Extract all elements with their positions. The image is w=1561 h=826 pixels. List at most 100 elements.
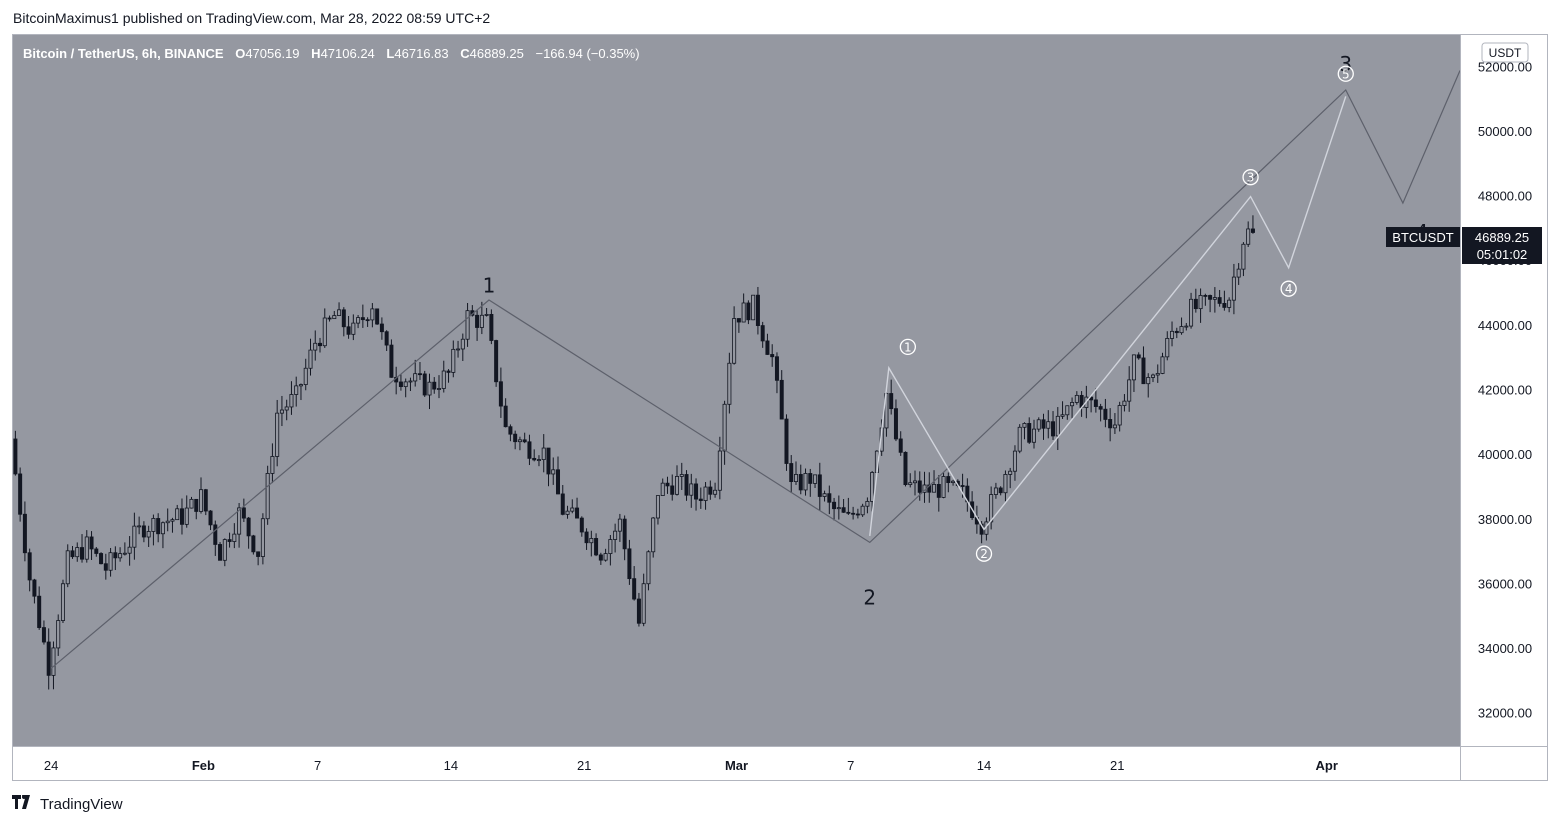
candle-body [246,517,251,537]
candle-body [655,495,660,519]
price-tick-label: 40000.00 [1478,447,1532,462]
candle-body [218,544,223,561]
candle-body [613,530,618,540]
candle-body [75,547,80,558]
bar-countdown: 05:01:02 [1477,247,1528,262]
plot-area[interactable] [13,35,1460,746]
candle-body [1027,423,1032,443]
candle-body [1046,421,1051,429]
candle-body [1074,394,1079,403]
candle-body [603,553,608,561]
major-wave-label[interactable]: 2 [863,585,876,609]
candle-body [774,356,779,381]
candle-body [208,510,213,526]
candle-body [522,439,527,443]
candle-body [832,501,837,510]
minor-wave-label[interactable]: 2 [975,545,993,562]
candle-body [598,554,603,561]
legend-symbol: Bitcoin / TetherUS, 6h, BINANCE [23,46,224,61]
candle-body [1017,426,1022,452]
legend-close-label: C [460,46,470,61]
major-wave-label[interactable]: 1 [483,273,496,297]
candle-body [917,480,922,493]
candle-body [527,441,532,459]
minor-wave-label[interactable]: 3 [1242,169,1259,186]
minor-wave-ring [1280,280,1297,297]
minor-wave-label[interactable]: 4 [1280,280,1297,297]
candle-body [546,447,551,475]
candle-body [494,340,499,383]
candle-body [565,510,570,515]
candle-body [1141,357,1146,385]
candle-body [489,313,494,341]
candle-body [1217,297,1222,304]
candle-body [998,487,1003,494]
candle-body [846,511,851,514]
candle-body [727,362,732,405]
candle-body [1222,303,1227,308]
candle-body [203,489,208,512]
candle-body [479,314,484,328]
tradingview-logo-icon[interactable] [12,793,34,813]
candle-body [84,536,89,560]
currency-badge[interactable] [1481,42,1529,63]
candle-body [379,323,384,333]
candle-body [517,439,522,443]
legend: Bitcoin / TetherUS, 6h, BINANCE O47056.1… [23,46,640,61]
candle-body [360,317,365,321]
symbol-tag [1386,227,1460,247]
candle-body [1112,424,1117,429]
minor-wave-line[interactable] [869,96,1347,537]
candle-body [627,548,632,580]
candle-body [1103,408,1108,420]
legend-change: −166.94 (−0.35%) [535,46,639,61]
candle-body [803,473,808,491]
candle-body [1236,268,1241,278]
minor-wave-label[interactable]: 1 [899,338,917,356]
time-tick-label: 7 [847,758,854,773]
candle-body [94,548,99,554]
major-wave-label[interactable]: 3 [1339,52,1352,76]
candle-body [451,348,456,373]
price-tick-label: 50000.00 [1478,124,1532,139]
candle-body [1193,298,1198,310]
candle-body [175,508,180,521]
candle-body [736,318,741,323]
candle-body [303,367,308,385]
minor-wave-ring [899,338,917,356]
candle-body [1250,228,1255,233]
candle-body [146,531,151,538]
candle-body [65,550,70,585]
candle-body [13,438,18,475]
candle-body [22,513,27,554]
candle-body [37,595,42,628]
candle-body [1070,402,1075,407]
candle-body [636,598,641,624]
candle-body [751,294,756,321]
candle-body [99,553,104,565]
candle-body [289,394,294,408]
minor-wave-label[interactable]: 5 [1337,65,1354,82]
candle-body [1155,373,1160,376]
candle-body [194,498,199,512]
candle-body [1198,295,1203,310]
major-wave-line[interactable] [50,70,1461,669]
candle-body [460,338,465,350]
candle-body [1241,243,1246,270]
candle-body [946,476,951,484]
candle-body [1160,356,1165,374]
price-chart[interactable]: 123412345 32000.0034000.0036000.0038000.… [0,0,1561,790]
candle-body [108,552,113,571]
candle-body [375,308,380,325]
candle-body [80,547,85,560]
candle-body [284,406,289,411]
candle-body [427,381,432,396]
elliott-wave-lines [50,70,1461,669]
candle-body [732,318,737,364]
price-tick-label: 44000.00 [1478,318,1532,333]
candle-body [841,507,846,513]
candle-body [1060,414,1065,417]
chart-frame [12,34,1548,781]
candle-body [1055,415,1060,437]
footer-brand[interactable]: TradingView [40,795,123,813]
